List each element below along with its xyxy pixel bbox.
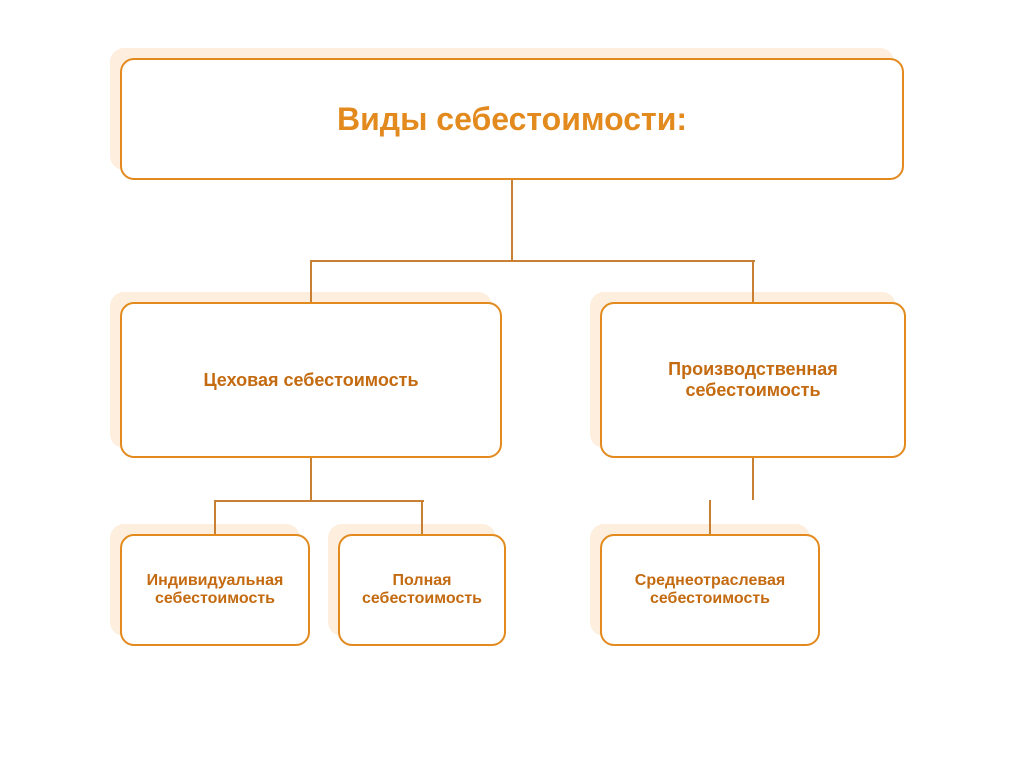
node-label: Полная себестоимость — [354, 572, 490, 608]
connector-v — [214, 500, 216, 534]
node-label: Производственная себестоимость — [616, 359, 890, 401]
connector-v — [310, 458, 312, 500]
node-label: Виды себестоимости: — [337, 101, 687, 138]
node-label: Индивидуальная себестоимость — [136, 572, 294, 608]
node-avg: Среднеотраслевая себестоимость — [600, 534, 820, 646]
node-prod: Производственная себестоимость — [600, 302, 906, 458]
connector-v — [421, 500, 423, 534]
connector-v — [310, 260, 312, 302]
node-indiv: Индивидуальная себестоимость — [120, 534, 310, 646]
node-root: Виды себестоимости: — [120, 58, 904, 180]
node-shop: Цеховая себестоимость — [120, 302, 502, 458]
connector-v — [752, 458, 754, 500]
connector-v — [709, 500, 711, 534]
connector-h — [311, 260, 755, 262]
node-label: Цеховая себестоимость — [203, 370, 418, 391]
node-full: Полная себестоимость — [338, 534, 506, 646]
node-label: Среднеотраслевая себестоимость — [616, 572, 804, 608]
connector-h — [215, 500, 424, 502]
connector-v — [752, 260, 754, 302]
connector-v — [511, 180, 513, 260]
